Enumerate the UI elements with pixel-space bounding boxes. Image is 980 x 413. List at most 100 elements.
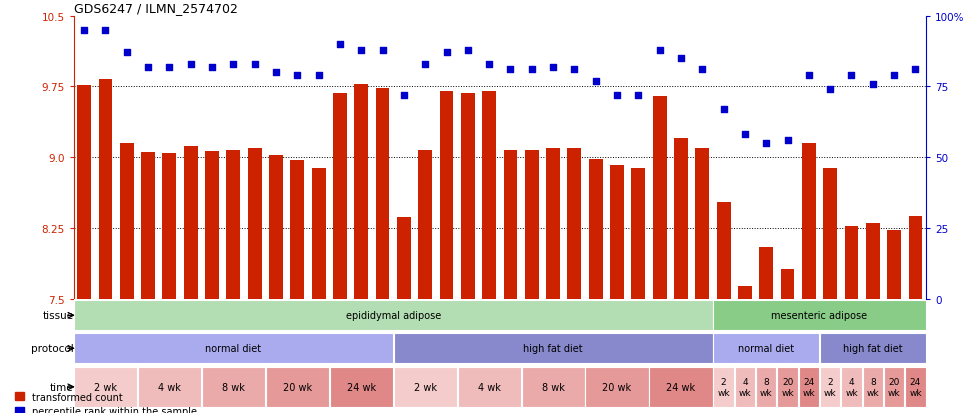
Bar — [77, 86, 91, 299]
Text: time: time — [50, 382, 74, 392]
Bar — [585, 367, 649, 407]
Text: 4
wk: 4 wk — [739, 377, 752, 396]
Bar — [205, 151, 219, 299]
Text: mesenteric adipose: mesenteric adipose — [771, 311, 867, 320]
Point — [652, 47, 667, 54]
Bar — [397, 217, 411, 299]
Point — [460, 47, 475, 54]
Text: 20
wk: 20 wk — [781, 377, 794, 396]
Bar — [290, 161, 304, 299]
Point — [886, 73, 902, 79]
Bar — [862, 367, 883, 407]
Bar — [906, 367, 926, 407]
Bar — [461, 94, 474, 299]
Point — [98, 27, 114, 34]
Bar — [266, 367, 329, 407]
Bar — [458, 367, 520, 407]
Bar — [820, 333, 926, 363]
Point — [332, 41, 348, 48]
Point — [801, 73, 816, 79]
Bar — [74, 300, 712, 331]
Point — [269, 70, 284, 76]
Point — [610, 93, 625, 99]
Bar — [375, 89, 389, 299]
Bar — [713, 333, 819, 363]
Point — [119, 50, 134, 57]
Text: protocol: protocol — [30, 344, 74, 354]
Point — [503, 67, 518, 74]
Bar — [329, 367, 393, 407]
Bar — [138, 367, 201, 407]
Bar — [226, 150, 240, 299]
Bar — [333, 94, 347, 299]
Bar — [611, 165, 624, 299]
Point — [780, 138, 796, 144]
Bar — [74, 367, 137, 407]
Bar — [884, 367, 905, 407]
Bar — [567, 148, 581, 299]
Text: 8 wk: 8 wk — [542, 382, 564, 392]
Text: 24 wk: 24 wk — [666, 382, 696, 392]
Point — [545, 64, 561, 71]
Text: high fat diet: high fat diet — [843, 344, 903, 354]
Text: high fat diet: high fat diet — [523, 344, 583, 354]
Point — [162, 64, 177, 71]
Bar — [696, 148, 710, 299]
Text: 8
wk: 8 wk — [760, 377, 772, 396]
Text: 2 wk: 2 wk — [94, 382, 117, 392]
Point — [204, 64, 220, 71]
Point — [822, 87, 838, 93]
Bar — [760, 247, 773, 299]
Bar — [908, 216, 922, 299]
Bar — [141, 153, 155, 299]
Point — [374, 47, 390, 54]
Point — [673, 56, 689, 62]
Text: normal diet: normal diet — [738, 344, 795, 354]
Text: normal diet: normal diet — [205, 344, 262, 354]
Point — [715, 107, 731, 113]
Point — [289, 73, 305, 79]
Point — [481, 61, 497, 68]
Bar — [802, 144, 815, 299]
Bar — [525, 150, 539, 299]
Point — [247, 61, 263, 68]
Point — [865, 81, 881, 88]
Bar — [248, 148, 262, 299]
Point — [225, 61, 241, 68]
Bar — [738, 287, 752, 299]
Bar — [799, 367, 819, 407]
Text: 20
wk: 20 wk — [888, 377, 901, 396]
Point — [844, 73, 859, 79]
Text: 4
wk: 4 wk — [845, 377, 858, 396]
Text: 8 wk: 8 wk — [221, 382, 245, 392]
Text: 24
wk: 24 wk — [909, 377, 922, 396]
Bar — [74, 333, 393, 363]
Bar — [777, 367, 798, 407]
Bar — [713, 367, 734, 407]
Bar — [735, 367, 756, 407]
Bar — [653, 97, 666, 299]
Bar — [866, 224, 880, 299]
Point — [311, 73, 326, 79]
Text: 24 wk: 24 wk — [347, 382, 375, 392]
Text: 20 wk: 20 wk — [283, 382, 312, 392]
Bar — [482, 92, 496, 299]
Bar — [546, 148, 560, 299]
Bar — [355, 84, 368, 299]
Point — [396, 93, 412, 99]
Bar — [841, 367, 861, 407]
Point — [439, 50, 455, 57]
Bar — [650, 367, 712, 407]
Bar — [440, 92, 454, 299]
Bar — [394, 367, 457, 407]
Point — [737, 132, 753, 138]
Point — [354, 47, 369, 54]
Text: 20 wk: 20 wk — [603, 382, 631, 392]
Legend: transformed count, percentile rank within the sample: transformed count, percentile rank withi… — [15, 392, 197, 413]
Bar — [120, 144, 133, 299]
Bar — [521, 367, 585, 407]
Point — [140, 64, 156, 71]
Bar — [312, 169, 325, 299]
Text: epididymal adipose: epididymal adipose — [346, 311, 441, 320]
Bar — [713, 300, 926, 331]
